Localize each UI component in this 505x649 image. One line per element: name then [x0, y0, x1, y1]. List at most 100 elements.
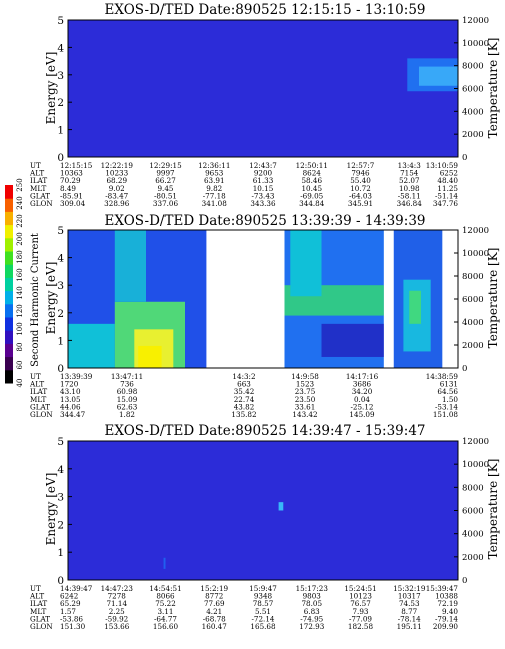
orbit-row-value: 9.02 [109, 184, 125, 193]
energy-tick-label: 3 [57, 492, 64, 504]
orbit-row-value: 35.42 [234, 387, 255, 396]
orbit-row-value: 10363 [60, 169, 83, 178]
orbit-row-value: 52.07 [399, 176, 420, 185]
orbit-row-label: MLT [30, 395, 47, 404]
colorbar-tick-label: 140 [16, 286, 24, 299]
temperature-tick-label: 10000 [462, 249, 489, 259]
orbit-row-label: ALT [29, 380, 44, 389]
orbit-row-value: -80.51 [154, 191, 177, 200]
spectrogram-feature [278, 502, 284, 511]
orbit-row-value: -53.86 [60, 614, 83, 623]
data-gap [383, 230, 394, 368]
orbit-row-value: 343.36 [250, 199, 276, 208]
orbit-row-value: 14:39:47 [60, 584, 93, 593]
orbit-row-value: -77.09 [349, 614, 372, 623]
orbit-row-value: 9803 [303, 592, 322, 601]
temperature-tick-label: 10000 [462, 460, 489, 470]
temperature-tick-label: 12000 [462, 226, 489, 236]
orbit-row-value: 3686 [353, 380, 372, 389]
spectrogram-segment [409, 290, 421, 324]
panel-2-temperature-axis-label: Temperature [K] [486, 248, 500, 349]
orbit-row-value: 12:57:7 [347, 161, 375, 170]
orbit-row-value: -64.03 [349, 191, 372, 200]
orbit-row-value: -77.18 [203, 191, 226, 200]
panel-1-orbit-table: UT 12:15:15 12:22:19 12:29:15 12:36:11 12:43:… [29, 161, 458, 208]
temperature-tick-label: 2000 [462, 553, 484, 563]
orbit-row-value: 151.08 [433, 410, 459, 419]
colorbar-tick-label: 180 [16, 250, 24, 263]
orbit-row-value: 62.63 [117, 402, 138, 411]
orbit-row-value: 9.40 [442, 607, 458, 616]
orbit-row-value: 1.50 [442, 395, 458, 404]
orbit-row-value: -69.05 [300, 191, 323, 200]
orbit-row-value: 346.84 [397, 199, 423, 208]
energy-tick-label: 5 [57, 225, 64, 237]
panel-1-energy-axis-label: Energy [eV] [44, 52, 58, 125]
spectrogram-segment [68, 323, 115, 368]
orbit-row-value: 15.09 [117, 395, 138, 404]
energy-tick-label: 5 [57, 436, 64, 448]
orbit-row-value: 33.61 [295, 402, 316, 411]
orbit-row-value: 195.11 [397, 622, 422, 631]
orbit-row-value: 74.53 [399, 599, 420, 608]
orbit-row-value: 23.75 [295, 387, 316, 396]
orbit-row-value: -25.12 [350, 402, 373, 411]
orbit-row-value: 15:17:23 [296, 584, 329, 593]
orbit-row-value: 6252 [440, 169, 458, 178]
orbit-row-value: -74.95 [300, 614, 323, 623]
colorbar-swatch [5, 330, 13, 344]
orbit-row-value: 1.57 [60, 607, 76, 616]
colorbar-swatch [5, 317, 13, 331]
orbit-row-value: 70.29 [60, 176, 81, 185]
orbit-row-value: 10.72 [350, 184, 371, 193]
orbit-row-value: 1523 [296, 380, 315, 389]
orbit-row-label: GLAT [30, 614, 50, 623]
orbit-row-value: 13.05 [60, 395, 81, 404]
colorbar-swatch [5, 369, 13, 384]
orbit-row-value: 11.25 [437, 184, 458, 193]
orbit-row-value: 328.96 [104, 199, 130, 208]
colorbar-swatch [5, 198, 13, 212]
panel-2-plot-area [68, 230, 458, 368]
orbit-row-value: 15:9:47 [249, 584, 277, 593]
orbit-row-value: 344.84 [299, 199, 325, 208]
orbit-row-value: 8066 [156, 592, 175, 601]
temperature-tick-label: 0 [462, 153, 467, 163]
orbit-row-value: 14:3:2 [232, 372, 255, 381]
colorbar-swatch [5, 211, 13, 226]
orbit-row-value: 12:50:11 [296, 161, 328, 170]
panel-3-temperature-axis-label: Temperature [K] [486, 459, 500, 560]
orbit-row-value: 10.15 [253, 184, 274, 193]
temperature-tick-label: 0 [462, 364, 467, 374]
colorbar-tick-label: 200 [16, 232, 24, 245]
energy-tick-label: 0 [57, 152, 64, 164]
orbit-row-label: ALT [29, 592, 44, 601]
colorbar-tick-label: 100 [16, 322, 24, 335]
orbit-row-value: -79.14 [435, 614, 458, 623]
panel-1-temperature-axis-label: Temperature [K] [486, 38, 500, 139]
temperature-tick-label: 4000 [462, 530, 484, 540]
colorbar-swatch [5, 237, 13, 252]
orbit-row-value: -73.43 [251, 191, 274, 200]
orbit-row-value: 182.58 [348, 622, 374, 631]
orbit-row-value: 6242 [60, 592, 78, 601]
spectrogram-feature [419, 66, 458, 86]
orbit-row-value: 1.82 [119, 410, 135, 419]
orbit-row-label: UT [30, 372, 41, 381]
orbit-row-value: 209.90 [433, 622, 459, 631]
orbit-row-value: 68.29 [106, 176, 127, 185]
colorbar-ticks: 40 60 80 100 120 140 160 180 200 220 240 250 [16, 178, 24, 387]
orbit-row-value: 7154 [400, 169, 419, 178]
orbit-row-value: 9997 [156, 169, 175, 178]
orbit-row-value: 13:10:59 [426, 161, 459, 170]
colorbar-tick-label: 60 [16, 361, 24, 370]
temperature-tick-label: 12000 [462, 16, 489, 26]
temperature-tick-label: 6000 [462, 507, 484, 517]
orbit-row-value: 6131 [440, 380, 458, 389]
orbit-row-value: -72.14 [251, 614, 274, 623]
orbit-row-value: 1720 [60, 380, 79, 389]
orbit-row-value: 9.82 [206, 184, 222, 193]
panel-3-title: EXOS-D/TED Date:890525 14:39:47 - 15:39:… [104, 423, 425, 439]
orbit-row-value: 10233 [105, 169, 128, 178]
orbit-row-value: 75.22 [155, 599, 176, 608]
